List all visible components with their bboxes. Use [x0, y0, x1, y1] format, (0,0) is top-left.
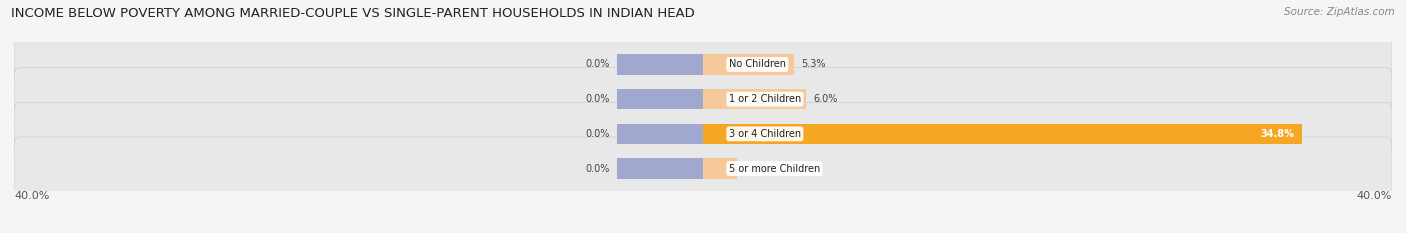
Text: 6.0%: 6.0% [813, 94, 838, 104]
Text: 0.0%: 0.0% [586, 129, 610, 139]
Text: 5.3%: 5.3% [801, 59, 825, 69]
Bar [703, 55, 794, 75]
Text: 40.0%: 40.0% [14, 191, 49, 201]
Bar [617, 124, 703, 144]
Text: 1 or 2 Children: 1 or 2 Children [728, 94, 801, 104]
Bar [617, 55, 703, 75]
Text: Source: ZipAtlas.com: Source: ZipAtlas.com [1284, 7, 1395, 17]
Bar [617, 89, 703, 109]
FancyBboxPatch shape [14, 137, 1392, 200]
FancyBboxPatch shape [14, 102, 1392, 165]
Text: 0.0%: 0.0% [586, 59, 610, 69]
Text: 5 or more Children: 5 or more Children [728, 164, 820, 174]
Text: 0.0%: 0.0% [586, 94, 610, 104]
Text: INCOME BELOW POVERTY AMONG MARRIED-COUPLE VS SINGLE-PARENT HOUSEHOLDS IN INDIAN : INCOME BELOW POVERTY AMONG MARRIED-COUPL… [11, 7, 695, 20]
Text: 0.0%: 0.0% [744, 164, 769, 174]
Text: 0.0%: 0.0% [586, 164, 610, 174]
Bar [703, 124, 1302, 144]
Text: 40.0%: 40.0% [1357, 191, 1392, 201]
FancyBboxPatch shape [14, 68, 1392, 131]
Text: 34.8%: 34.8% [1260, 129, 1294, 139]
Bar [617, 158, 703, 178]
Text: No Children: No Children [728, 59, 786, 69]
FancyBboxPatch shape [14, 33, 1392, 96]
Text: 3 or 4 Children: 3 or 4 Children [728, 129, 801, 139]
Bar [703, 89, 807, 109]
Bar [703, 158, 738, 178]
